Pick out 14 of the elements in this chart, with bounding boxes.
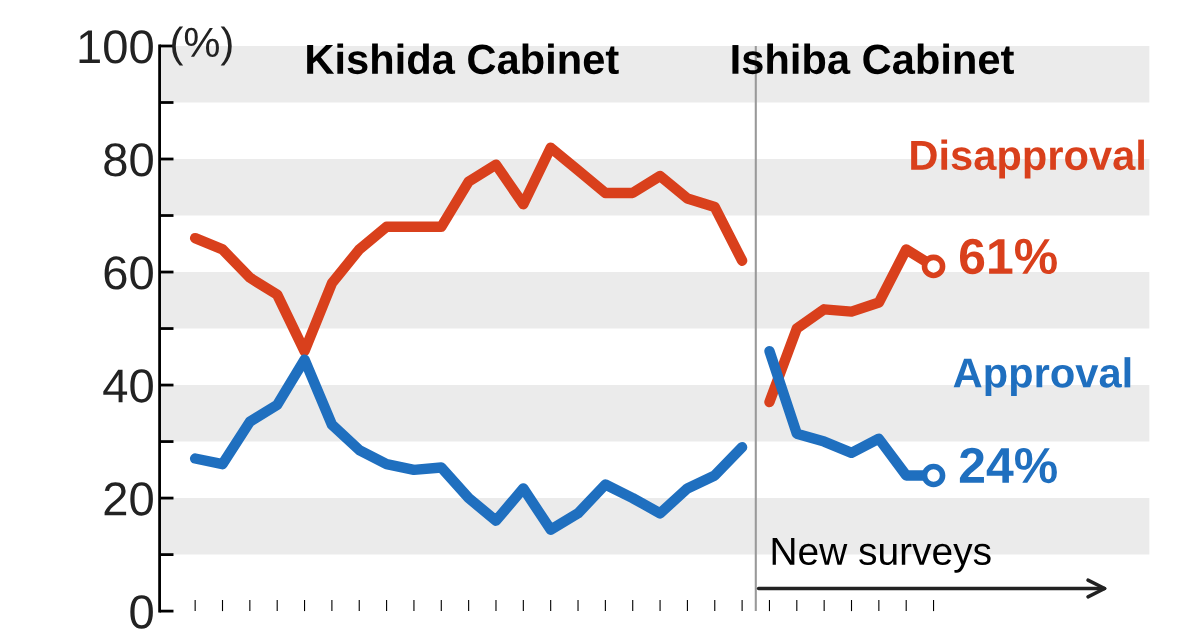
y-tick-label: 40: [103, 369, 153, 403]
y-tick-label: 80: [104, 143, 153, 177]
y-tick-label: 20: [104, 482, 153, 516]
series-label: Disapproval: [911, 139, 1144, 179]
annotation: Kishida Cabinet: [307, 43, 619, 75]
y-axis-title: (%): [172, 26, 232, 66]
data-label: 61%: [959, 238, 1057, 275]
y-tick-label: 60: [104, 256, 153, 290]
y-tick-label: 0: [130, 595, 153, 629]
annotation: Ishiba Cabinet: [732, 43, 1014, 75]
data-label: 24%: [959, 447, 1057, 484]
series-label: Approval: [953, 357, 1131, 396]
annotation: New surveys: [772, 537, 991, 573]
y-tick-label: 100: [79, 30, 153, 64]
